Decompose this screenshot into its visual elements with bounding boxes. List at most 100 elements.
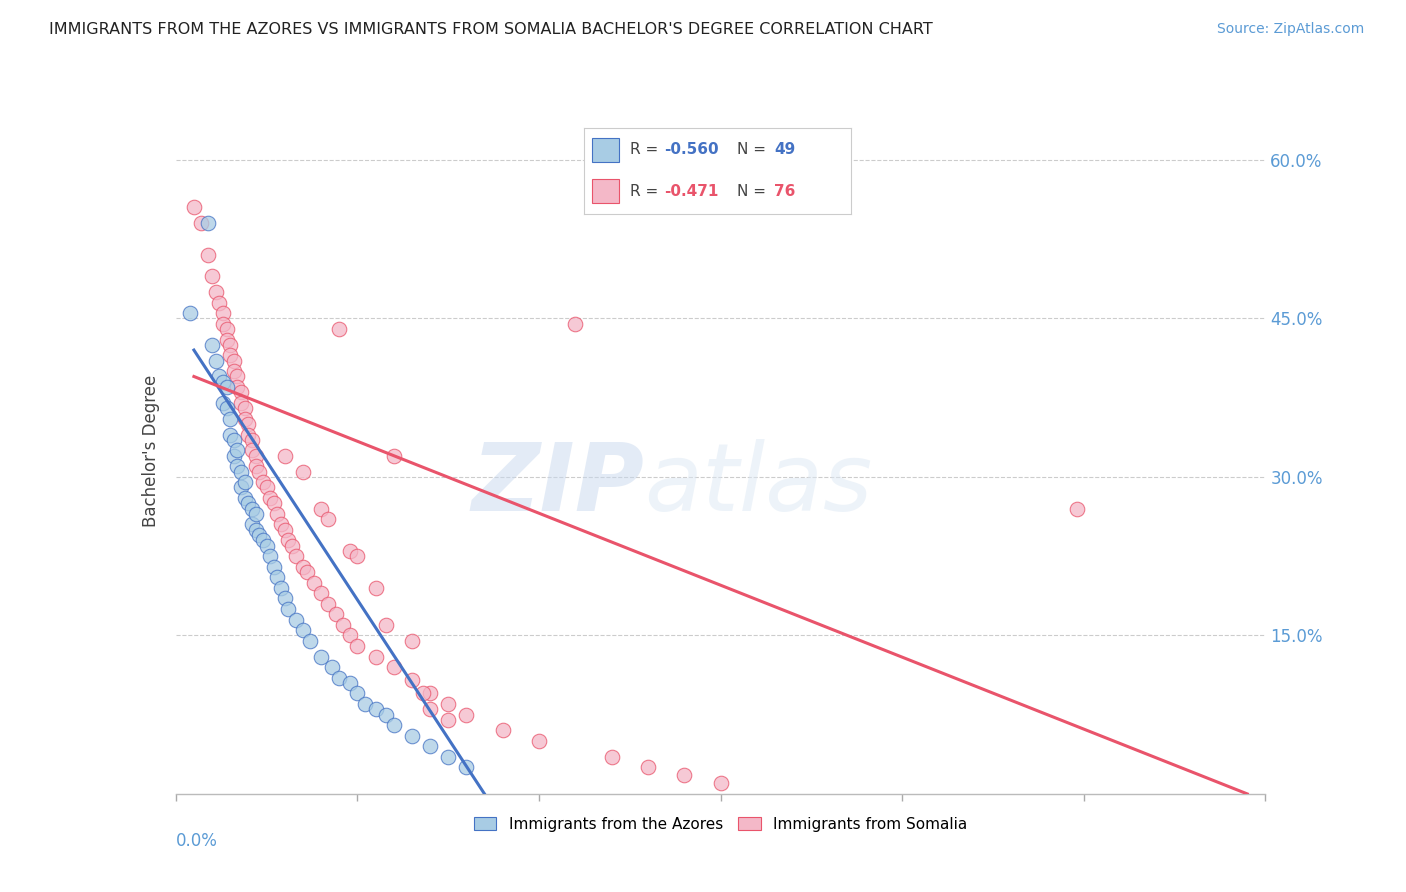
Point xyxy=(215,380,238,394)
Text: Source: ZipAtlas.com: Source: ZipAtlas.com xyxy=(1216,22,1364,37)
Text: 0.0%: 0.0% xyxy=(176,831,218,850)
Point xyxy=(212,317,235,331)
Point xyxy=(328,322,350,336)
Point xyxy=(291,559,314,574)
Point xyxy=(215,333,238,347)
Point xyxy=(226,369,249,384)
Point xyxy=(190,216,212,230)
Point xyxy=(240,517,263,532)
Point xyxy=(197,248,219,262)
Point xyxy=(600,750,623,764)
Point xyxy=(259,549,281,563)
Point xyxy=(215,401,238,416)
Point xyxy=(183,201,205,215)
Point xyxy=(233,411,256,425)
Point xyxy=(437,750,460,764)
Point xyxy=(492,723,515,738)
Point xyxy=(226,443,249,458)
Point xyxy=(346,639,368,653)
Y-axis label: Bachelor's Degree: Bachelor's Degree xyxy=(142,375,160,526)
Point xyxy=(247,528,270,542)
Point xyxy=(222,433,245,447)
Point xyxy=(256,539,278,553)
Text: atlas: atlas xyxy=(644,439,873,531)
Point xyxy=(318,597,340,611)
Point xyxy=(222,364,245,378)
Point xyxy=(226,459,249,474)
Point xyxy=(419,702,441,716)
Point xyxy=(263,496,285,510)
Point xyxy=(325,607,347,622)
Point xyxy=(219,348,242,362)
Point xyxy=(291,465,314,479)
Point xyxy=(637,760,659,774)
Point xyxy=(328,671,350,685)
Point xyxy=(222,353,245,368)
Point xyxy=(353,697,375,711)
Point xyxy=(710,776,733,790)
Point xyxy=(270,581,292,595)
Text: IMMIGRANTS FROM THE AZORES VS IMMIGRANTS FROM SOMALIA BACHELOR'S DEGREE CORRELAT: IMMIGRANTS FROM THE AZORES VS IMMIGRANTS… xyxy=(49,22,934,37)
Point xyxy=(284,613,307,627)
Point xyxy=(401,633,423,648)
Point xyxy=(277,533,299,548)
Point xyxy=(419,686,441,700)
Legend: Immigrants from the Azores, Immigrants from Somalia: Immigrants from the Azores, Immigrants f… xyxy=(467,811,974,838)
Point xyxy=(291,623,314,637)
Point xyxy=(240,443,263,458)
Point xyxy=(364,649,387,664)
Point xyxy=(263,559,285,574)
Point xyxy=(259,491,281,505)
Point xyxy=(375,707,398,722)
Point xyxy=(299,633,322,648)
Point xyxy=(382,449,405,463)
Point xyxy=(212,306,235,320)
Point xyxy=(382,660,405,674)
Point xyxy=(179,306,201,320)
Point xyxy=(318,512,340,526)
Point xyxy=(233,401,256,416)
Point xyxy=(231,480,253,494)
Point xyxy=(233,475,256,490)
Point xyxy=(339,544,361,558)
Point xyxy=(284,549,307,563)
Point xyxy=(231,385,253,400)
Point xyxy=(375,617,398,632)
Point xyxy=(231,396,253,410)
Point xyxy=(245,449,267,463)
Point xyxy=(673,768,696,782)
Point xyxy=(281,539,304,553)
Point xyxy=(219,338,242,352)
Point xyxy=(309,586,332,600)
Point xyxy=(240,501,263,516)
Text: ZIP: ZIP xyxy=(471,439,644,531)
Point xyxy=(346,549,368,563)
Point xyxy=(226,380,249,394)
Point xyxy=(437,697,460,711)
Point xyxy=(564,317,586,331)
Point xyxy=(456,760,478,774)
Point xyxy=(274,523,297,537)
Point xyxy=(309,649,332,664)
Point xyxy=(247,465,270,479)
Point xyxy=(266,507,288,521)
Point xyxy=(277,602,299,616)
Point xyxy=(238,427,260,442)
Point xyxy=(412,686,434,700)
Point xyxy=(252,533,274,548)
Point xyxy=(240,433,263,447)
Point xyxy=(212,375,235,389)
Point xyxy=(321,660,343,674)
Point xyxy=(456,707,478,722)
Point xyxy=(339,628,361,642)
Point xyxy=(238,417,260,431)
Point xyxy=(419,739,441,754)
Point xyxy=(266,570,288,584)
Point xyxy=(270,517,292,532)
Point xyxy=(245,507,267,521)
Point xyxy=(222,449,245,463)
Point xyxy=(215,322,238,336)
Point xyxy=(204,353,226,368)
Point xyxy=(201,269,224,284)
Point xyxy=(309,501,332,516)
